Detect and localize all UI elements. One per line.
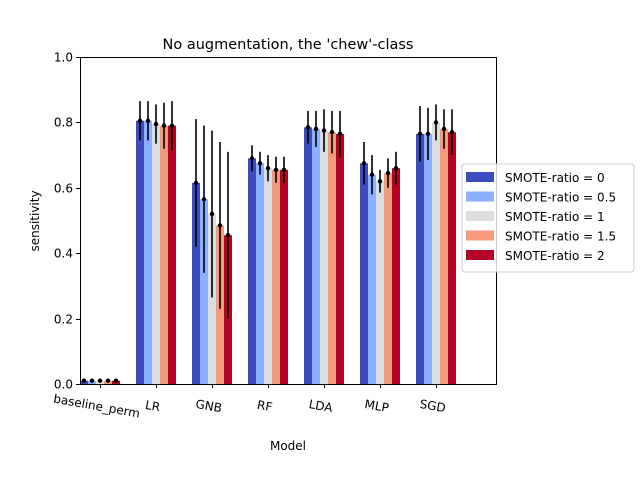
bar <box>248 158 256 384</box>
bar <box>208 213 216 384</box>
bar <box>144 120 152 384</box>
bar <box>200 199 208 384</box>
bar <box>336 133 344 384</box>
x-tick-label: GNB <box>194 397 223 415</box>
bar <box>448 132 456 384</box>
x-tick-label: LDA <box>308 397 335 415</box>
y-axis: 0.0 0.2 0.4 0.6 0.8 1.0 <box>54 51 80 392</box>
error-bars-layer <box>81 101 455 383</box>
legend-swatch <box>466 250 494 260</box>
mean-point <box>329 130 335 135</box>
bar <box>384 173 392 384</box>
bar <box>272 169 280 384</box>
mean-point <box>105 378 111 383</box>
legend-swatch <box>466 230 494 241</box>
mean-point <box>169 123 175 128</box>
mean-point <box>321 128 327 133</box>
bar <box>264 168 272 384</box>
bar <box>312 128 320 384</box>
mean-point <box>441 126 447 132</box>
legend-entry: SMOTE-ratio = 0 <box>505 171 605 185</box>
mean-point <box>257 161 263 166</box>
x-tick-label: MLP <box>364 397 390 415</box>
y-tick-label: 1.0 <box>54 51 73 65</box>
x-axis-label: Model <box>270 439 306 453</box>
legend-swatch <box>466 211 494 221</box>
mean-point <box>89 378 95 383</box>
bar <box>168 125 176 385</box>
legend-entry: SMOTE-ratio = 0.5 <box>505 191 616 205</box>
x-tick-label: SGD <box>419 397 447 415</box>
mean-point <box>161 123 167 128</box>
bar <box>192 182 200 384</box>
y-tick-label: 0.8 <box>54 116 73 130</box>
legend-swatch <box>466 172 494 182</box>
bar <box>320 130 328 384</box>
mean-point <box>417 131 423 137</box>
legend-entry: SMOTE-ratio = 2 <box>505 249 605 263</box>
mean-point <box>113 378 119 383</box>
x-tick-label: LR <box>144 398 161 414</box>
bar <box>360 163 368 384</box>
mean-point <box>249 156 255 161</box>
legend-swatch <box>466 191 494 202</box>
mean-point <box>209 211 215 217</box>
legend: SMOTE-ratio = 0 SMOTE-ratio = 0.5 SMOTE-ra… <box>461 163 635 273</box>
mean-point <box>217 223 223 228</box>
mean-point <box>393 165 399 171</box>
legend-entry: SMOTE-ratio = 1 <box>505 210 605 224</box>
bar <box>136 120 144 384</box>
bar <box>160 125 168 385</box>
mean-point <box>97 378 103 383</box>
mean-point <box>377 179 383 184</box>
bar <box>368 174 376 384</box>
mean-point <box>201 197 207 202</box>
x-tick-label: RF <box>256 398 274 414</box>
mean-point <box>361 161 367 166</box>
chart-title: No augmentation, the 'chew'-class <box>163 37 414 53</box>
mean-point <box>425 131 431 137</box>
bar <box>256 163 264 384</box>
y-tick-label: 0.6 <box>54 182 73 196</box>
mean-point <box>225 233 231 238</box>
mean-point <box>81 378 87 383</box>
bar <box>376 181 384 384</box>
mean-point <box>193 180 199 186</box>
legend-entry: SMOTE-ratio = 1.5 <box>505 230 616 244</box>
mean-point <box>385 170 391 176</box>
x-axis: baseline_perm LR GNB RF LDA MLP SGD <box>52 384 447 421</box>
mean-point <box>273 167 279 173</box>
bar <box>280 169 288 384</box>
legend-box <box>461 163 635 273</box>
bar <box>152 124 160 384</box>
y-axis-label: sensitivity <box>28 190 42 251</box>
bar <box>304 127 312 385</box>
x-tick-label: baseline_perm <box>52 392 141 421</box>
bar <box>416 133 424 384</box>
mean-point <box>313 126 319 132</box>
mean-point <box>153 121 159 127</box>
mean-point <box>281 167 287 173</box>
mean-point <box>433 120 439 125</box>
bar <box>392 168 400 384</box>
y-tick-label: 0.0 <box>54 378 73 392</box>
y-tick-label: 0.2 <box>54 313 73 327</box>
mean-point <box>449 130 455 135</box>
mean-point <box>137 118 143 123</box>
bar <box>328 132 336 384</box>
mean-point <box>145 118 151 123</box>
mean-point <box>369 172 375 177</box>
bar <box>424 133 432 384</box>
bar <box>432 122 440 385</box>
bar <box>440 128 448 384</box>
y-tick-label: 0.4 <box>54 247 73 261</box>
mean-point <box>337 131 343 137</box>
mean-point <box>305 125 311 130</box>
mean-point <box>265 165 271 171</box>
